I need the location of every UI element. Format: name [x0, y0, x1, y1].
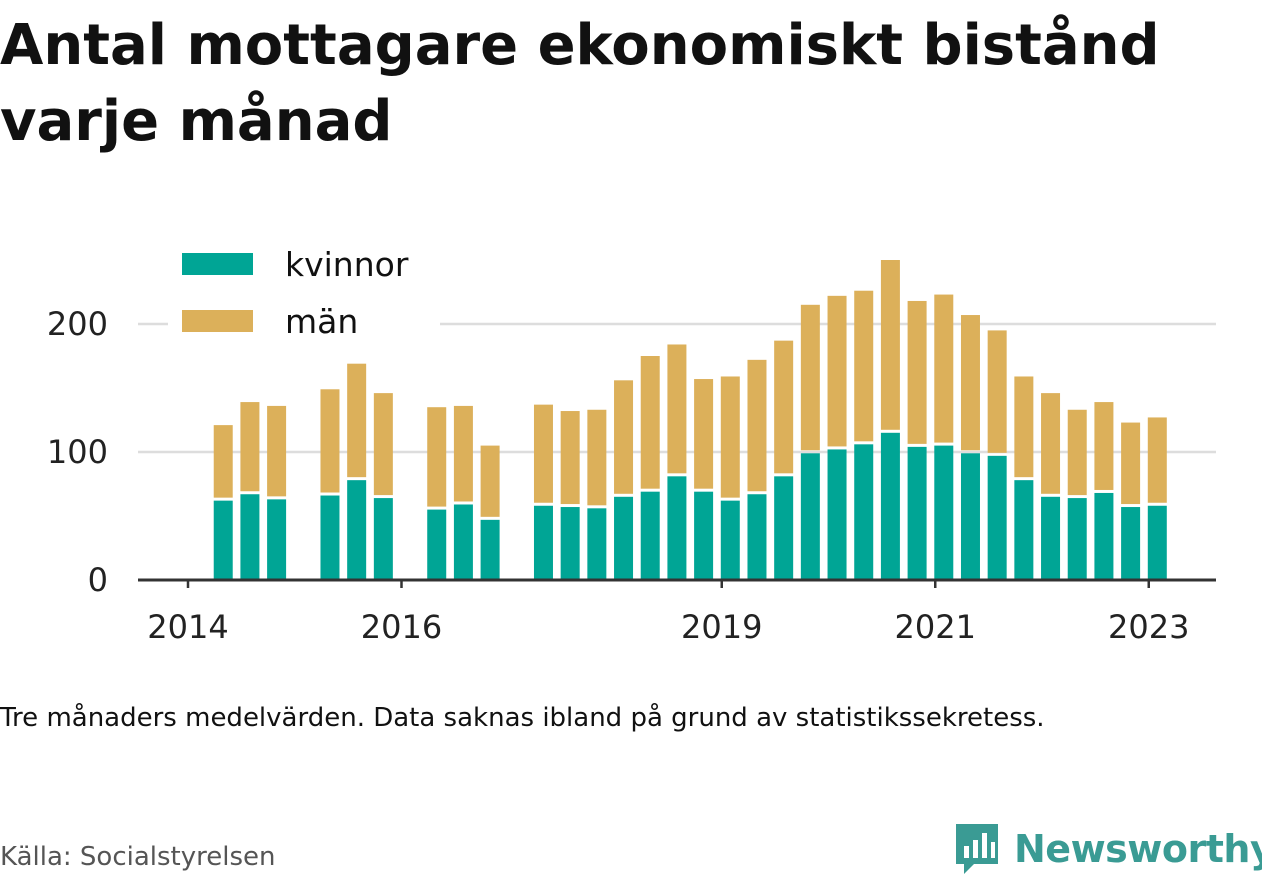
bar-man: [347, 363, 367, 478]
bar-man: [560, 411, 580, 505]
bar-kvinnor: [347, 480, 367, 580]
bars: [213, 260, 1167, 580]
bar-kvinnor: [880, 432, 900, 580]
bar-kvinnor: [480, 519, 500, 580]
chart-note: Tre månaders medelvärden. Data saknas ib…: [0, 703, 1045, 733]
bar-man: [1147, 417, 1167, 503]
y-tick-label: 100: [47, 433, 108, 471]
bar-man: [640, 356, 660, 489]
bar-man: [1121, 422, 1141, 505]
bar-man: [213, 425, 233, 498]
bar-kvinnor: [907, 446, 927, 580]
bar-kvinnor: [694, 491, 714, 580]
bar-man: [320, 389, 340, 493]
bar-man: [774, 340, 794, 474]
x-axis: 2014 2016 2019 2021 2023: [138, 578, 1216, 646]
bar-man: [907, 300, 927, 444]
bar-man: [453, 405, 473, 502]
bar-kvinnor: [1121, 507, 1141, 580]
bar-kvinnor: [960, 453, 980, 580]
bar-kvinnor: [747, 494, 767, 580]
bar-kvinnor: [320, 495, 340, 580]
bar-man: [267, 405, 287, 497]
bar-kvinnor: [640, 491, 660, 580]
brand-name: Newsworthy: [1014, 827, 1262, 871]
x-tick-label: 2014: [147, 608, 228, 646]
bar-kvinnor: [987, 455, 1007, 580]
bar-kvinnor: [587, 508, 607, 580]
bar-man: [827, 295, 847, 447]
x-tick-label: 2023: [1108, 608, 1189, 646]
bar-kvinnor: [934, 445, 954, 580]
bar-kvinnor: [1147, 505, 1167, 580]
bar-kvinnor: [267, 499, 287, 580]
bar-man: [1067, 409, 1087, 496]
bar-kvinnor: [533, 505, 553, 580]
bar-man: [587, 409, 607, 506]
bar-man: [533, 404, 553, 503]
x-tick-label: 2019: [681, 608, 762, 646]
bar-kvinnor: [373, 498, 393, 580]
bar-chart: 0 100 200 2014 2016 2019 2021 2023 kvinnor män: [47, 245, 1216, 646]
legend-label: kvinnor: [285, 245, 409, 284]
bar-kvinnor: [667, 476, 687, 580]
bar-man: [960, 315, 980, 451]
logo-icon: [956, 824, 998, 874]
y-tick-label: 0: [88, 561, 108, 599]
bar-man: [934, 294, 954, 443]
y-axis-ticks: 0 100 200: [47, 305, 108, 599]
legend: kvinnor män: [168, 245, 440, 348]
bar-man: [614, 380, 634, 494]
bar-kvinnor: [1067, 498, 1087, 580]
newsworthy-logo: Newsworthy: [952, 820, 1262, 878]
source-label: Källa: Socialstyrelsen: [0, 842, 276, 872]
bar-kvinnor: [427, 509, 447, 580]
bar-kvinnor: [213, 500, 233, 580]
bar-kvinnor: [560, 507, 580, 580]
bar-man: [480, 445, 500, 517]
bar-kvinnor: [1041, 496, 1061, 580]
bar-man: [880, 260, 900, 430]
bar-man: [800, 304, 820, 451]
bar-kvinnor: [1094, 492, 1114, 580]
legend-swatch: [182, 310, 253, 332]
bar-man: [427, 407, 447, 507]
bar-man: [854, 290, 874, 442]
bar-kvinnor: [720, 500, 740, 580]
bar-kvinnor: [800, 453, 820, 580]
bar-kvinnor: [614, 496, 634, 580]
bar-kvinnor: [240, 494, 260, 580]
bar-man: [1041, 393, 1061, 494]
chart-title: Antal mottagare ekonomiskt bistånd varje…: [0, 13, 1160, 154]
bar-kvinnor: [827, 449, 847, 580]
bar-man: [720, 376, 740, 498]
bar-kvinnor: [854, 444, 874, 580]
x-tick-label: 2021: [895, 608, 976, 646]
bar-man: [694, 379, 714, 489]
bar-man: [987, 330, 1007, 453]
bar-man: [240, 402, 260, 492]
bar-man: [1014, 376, 1034, 478]
bar-kvinnor: [774, 476, 794, 580]
legend-label: män: [285, 302, 358, 341]
bar-man: [1094, 402, 1114, 490]
bar-man: [373, 393, 393, 496]
bar-man: [747, 359, 767, 492]
bar-kvinnor: [1014, 480, 1034, 580]
legend-swatch: [182, 253, 253, 275]
bar-man: [667, 344, 687, 474]
x-tick-label: 2016: [361, 608, 442, 646]
y-tick-label: 200: [47, 305, 108, 343]
bar-kvinnor: [453, 504, 473, 580]
